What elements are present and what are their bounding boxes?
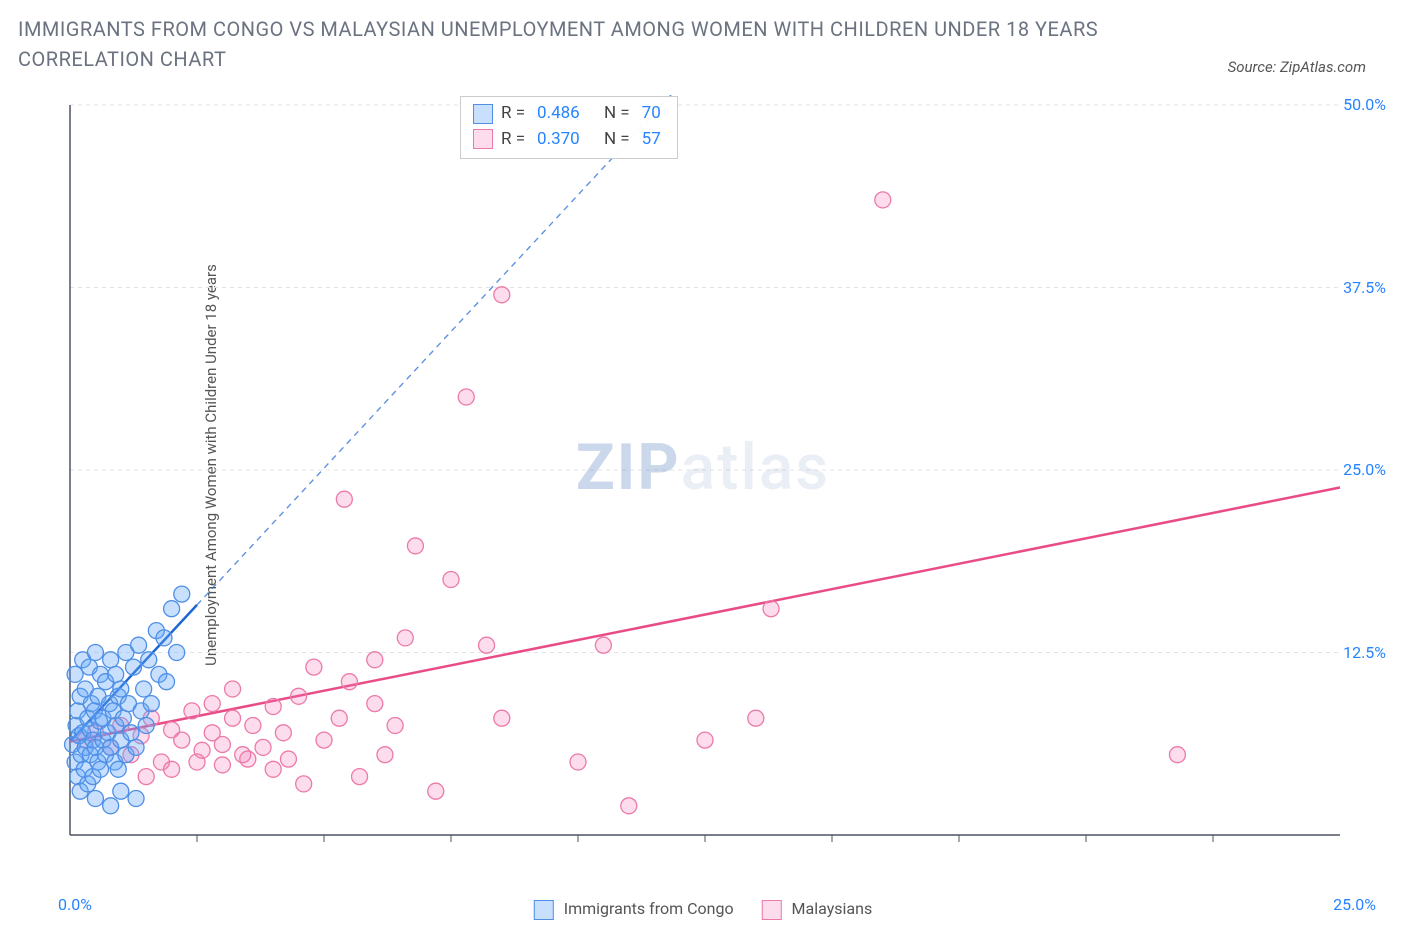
bottom-legend: Immigrants from Congo Malaysians [534,899,872,920]
r-label: R = [501,127,525,153]
x-axis-max-label: 25.0% [1333,895,1376,914]
r-value-b: 0.370 [537,127,580,153]
n-label: N = [604,127,630,153]
swatch-series-b-icon [762,900,782,920]
stats-row-b: R = 0.370 N = 57 [473,127,665,153]
r-label: R = [501,101,525,127]
n-value-a: 70 [642,101,661,127]
swatch-series-a [473,104,493,124]
y-tick-label: 25.0% [1343,460,1386,479]
y-tick-label: 37.5% [1343,278,1386,297]
source-attribution: Source: ZipAtlas.com [1228,58,1366,76]
legend-label-b: Malaysians [792,899,873,918]
y-tick-label: 12.5% [1343,643,1386,662]
legend-item-a: Immigrants from Congo [534,899,734,920]
r-value-a: 0.486 [537,101,580,127]
chart-title: IMMIGRANTS FROM CONGO VS MALAYSIAN UNEMP… [18,14,1206,74]
swatch-series-b [473,129,493,149]
stats-legend-box: R = 0.486 N = 70 R = 0.370 N = 57 [460,96,678,159]
n-value-b: 57 [642,127,661,153]
plot-area [60,95,1350,855]
x-axis-min-label: 0.0% [58,895,92,914]
swatch-series-a-icon [534,900,554,920]
stats-row-a: R = 0.486 N = 70 [473,101,665,127]
legend-item-b: Malaysians [762,899,873,920]
y-tick-label: 50.0% [1343,95,1386,114]
scatter-svg [60,95,1350,855]
legend-label-a: Immigrants from Congo [564,899,734,918]
n-label: N = [604,101,630,127]
chart-container: IMMIGRANTS FROM CONGO VS MALAYSIAN UNEMP… [0,0,1406,930]
